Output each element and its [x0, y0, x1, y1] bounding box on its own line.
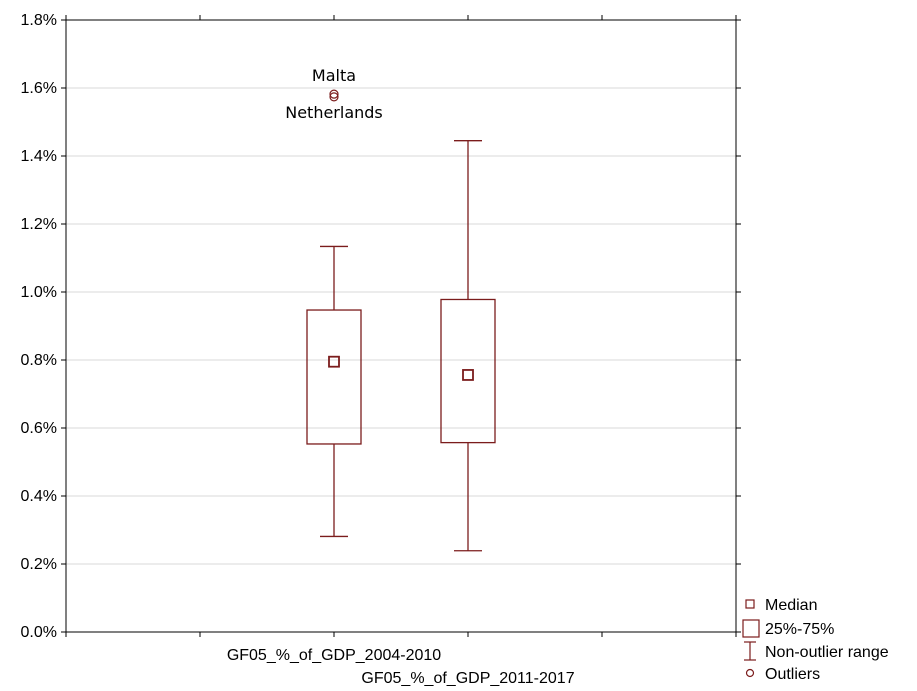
x-axis: GF05_%_of_GDP_2004-2010 GF05_%_of_GDP_201… — [65, 15, 737, 687]
plot-area-frame — [65, 19, 737, 633]
gridlines — [66, 87, 736, 565]
y-tick-label: 1.2% — [21, 216, 57, 233]
y-tick-label: 0.2% — [21, 556, 57, 573]
outlier-label: Netherlands — [285, 103, 383, 122]
median-marker — [328, 355, 340, 368]
iqr-box — [306, 309, 362, 445]
legend-median-symbol — [745, 599, 755, 609]
y-tick-label: 1.4% — [21, 148, 57, 165]
y-axis: 0.0% 0.2% 0.4% 0.6% 0.8% 1.0% 1.2% 1.4% 1.6% 1.8% — [21, 12, 741, 641]
y-tick-label: 0.8% — [21, 352, 57, 369]
x-category-label: GF05_%_of_GDP_2011-2017 — [361, 670, 574, 686]
outlier-point — [329, 89, 339, 99]
outlier-point — [329, 92, 339, 102]
x-category-label: GF05_%_of_GDP_2004-2010 — [227, 647, 441, 664]
y-tick-label: 1.0% — [21, 284, 57, 301]
legend: Median 25%-75% Non-outlier range Outliers — [742, 597, 889, 683]
box-group — [440, 140, 496, 552]
legend-label: Median — [765, 597, 817, 614]
y-tick-label: 1.6% — [21, 80, 57, 97]
box-group: Malta Netherlands — [285, 66, 383, 538]
boxes: Malta Netherlands — [285, 66, 496, 552]
legend-label: 25%-75% — [765, 621, 834, 638]
outlier-label: Malta — [312, 66, 356, 85]
legend-outlier-symbol — [745, 668, 755, 678]
legend-label: Outliers — [765, 666, 820, 683]
y-tick-label: 0.6% — [21, 420, 57, 437]
iqr-box — [440, 298, 496, 444]
median-marker — [462, 369, 474, 381]
legend-label: Non-outlier range — [765, 644, 889, 661]
legend-box-symbol — [742, 619, 760, 638]
y-tick-label: 0.0% — [21, 624, 57, 641]
y-tick-label: 1.8% — [21, 12, 57, 29]
y-tick-label: 0.4% — [21, 488, 57, 505]
